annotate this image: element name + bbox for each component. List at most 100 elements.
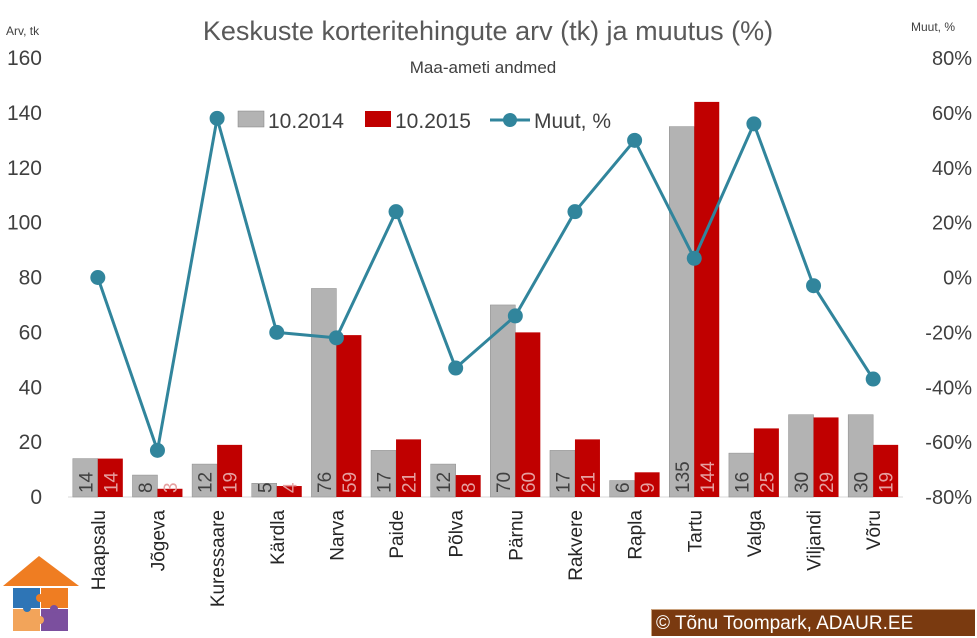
muut-marker [328, 330, 344, 346]
data-label-2015: 9 [638, 482, 659, 493]
legend-label-muut: Muut, % [534, 110, 611, 133]
right-axis-tick-label: 0% [943, 268, 972, 290]
x-axis-tick-label: Narva [327, 510, 348, 561]
bar-2014 [430, 463, 456, 498]
bar-2015 [694, 101, 720, 498]
muut-marker [806, 278, 822, 294]
x-axis-tick-label: Võru [864, 510, 885, 550]
copyright-symbol: © [656, 613, 670, 634]
data-label-2014: 16 [732, 472, 753, 493]
bar-2015 [217, 444, 243, 497]
data-label-2014: 5 [255, 482, 276, 493]
left-axis-tick-label: 40 [19, 376, 42, 399]
muut-marker [567, 204, 583, 220]
muut-marker [90, 270, 106, 285]
left-axis-tick-label: 100 [7, 212, 42, 235]
data-label-2014: 17 [375, 472, 396, 493]
left-axis: 160 140 120 100 80 60 40 20 0 [7, 47, 42, 509]
left-axis-unit: Arv, tk [6, 24, 40, 38]
right-axis-tick-label: 40% [932, 158, 972, 180]
data-label-2014: 30 [852, 472, 873, 493]
bar-2015 [813, 417, 839, 497]
bar-2014 [490, 304, 516, 498]
x-axis-tick-label: Kuressaare [208, 510, 229, 607]
left-axis-tick-label: 60 [19, 321, 42, 344]
bar-2015 [574, 439, 600, 497]
bar-2015 [515, 332, 541, 497]
bar-2015 [873, 444, 899, 497]
data-label-2014: 17 [553, 472, 574, 493]
bar-2014 [669, 126, 695, 498]
data-label-2014: 14 [76, 471, 97, 493]
data-label-2015: 21 [578, 472, 599, 493]
data-label-2015: 29 [817, 472, 838, 493]
bar-2014 [132, 474, 158, 498]
x-axis-tick-label: Tartu [685, 510, 706, 552]
bar-2014 [728, 452, 755, 498]
copyright-banner: © Tõnu Toompark, ADAUR.EE [651, 609, 975, 636]
bar-2015 [157, 488, 183, 497]
copyright-text: Tõnu Toompark, ADAUR.EE [674, 613, 914, 634]
bar-2015 [396, 439, 422, 497]
bar-2014 [311, 288, 337, 498]
muut-marker [865, 371, 881, 387]
data-label-2015: 19 [877, 472, 898, 493]
bar-series [72, 101, 899, 498]
muut-marker [269, 324, 285, 340]
data-label-2015: 25 [757, 472, 778, 493]
data-label-2015: 59 [340, 472, 361, 493]
legend-swatch-2014 [237, 110, 265, 128]
right-axis-tick-label: -60% [925, 432, 972, 454]
chart-title: Keskuste korteritehingute arv (tk) ja mu… [203, 16, 773, 46]
data-label-2014: 6 [613, 482, 634, 493]
x-axis-tick-label: Valga [745, 510, 766, 558]
right-axis-tick-label: -20% [925, 322, 972, 344]
data-label-2015: 4 [280, 482, 301, 493]
muut-line [96, 116, 875, 452]
muut-marker [627, 132, 643, 148]
x-axis-tick-label: Kärdla [268, 510, 289, 565]
legend-label-2015: 10.2015 [395, 110, 471, 133]
x-axis-tick-label: Rapla [626, 510, 647, 560]
legend-marker-muut [503, 113, 517, 127]
right-axis-tick-label: 80% [932, 48, 972, 70]
bar-2015 [276, 486, 302, 497]
muut-marker [507, 308, 523, 324]
bar-2015 [634, 472, 660, 497]
bar-2015 [753, 428, 779, 497]
data-label-2014: 8 [136, 482, 157, 493]
muut-marker [746, 116, 762, 132]
x-axis-tick-label: Rakvere [566, 510, 587, 581]
left-axis-tick-label: 120 [7, 157, 42, 180]
line-series [90, 110, 881, 458]
bar-2015 [336, 335, 362, 497]
data-label-2015: 60 [519, 472, 540, 493]
data-label-2014: 12 [434, 472, 455, 493]
left-axis-tick-label: 140 [7, 102, 42, 125]
left-axis-tick-label: 0 [30, 486, 42, 509]
muut-marker [149, 442, 165, 458]
x-axis-tick-label: Jõgeva [148, 510, 169, 572]
right-axis-tick-label: 20% [932, 213, 972, 235]
right-axis-tick-label: 60% [932, 103, 972, 125]
data-label-2015: 3 [161, 482, 182, 493]
x-axis-tick-label: Haapsalu [89, 510, 110, 590]
bar-2014 [191, 463, 218, 498]
data-label-2014: 12 [196, 472, 217, 493]
right-axis-tick-label: -40% [925, 377, 972, 399]
adaur-logo [3, 556, 79, 634]
data-label-2015: 14 [101, 471, 122, 493]
data-label-2015: 19 [221, 472, 242, 493]
right-axis-unit: Muut, % [911, 20, 955, 34]
data-label-2015: 8 [459, 482, 480, 493]
x-axis: Haapsalu Jõgeva Kuressaare Kärdla Narva Paide… [89, 510, 885, 608]
left-axis-tick-label: 20 [19, 431, 42, 454]
bar-2015 [455, 475, 481, 497]
chart-subtitle: Maa-ameti andmed [410, 58, 556, 77]
left-axis-tick-label: 160 [7, 47, 42, 70]
muut-marker [686, 250, 702, 266]
data-label-2014: 30 [792, 472, 813, 493]
x-axis-tick-label: Pärnu [506, 510, 527, 561]
bar-2014 [847, 414, 874, 498]
